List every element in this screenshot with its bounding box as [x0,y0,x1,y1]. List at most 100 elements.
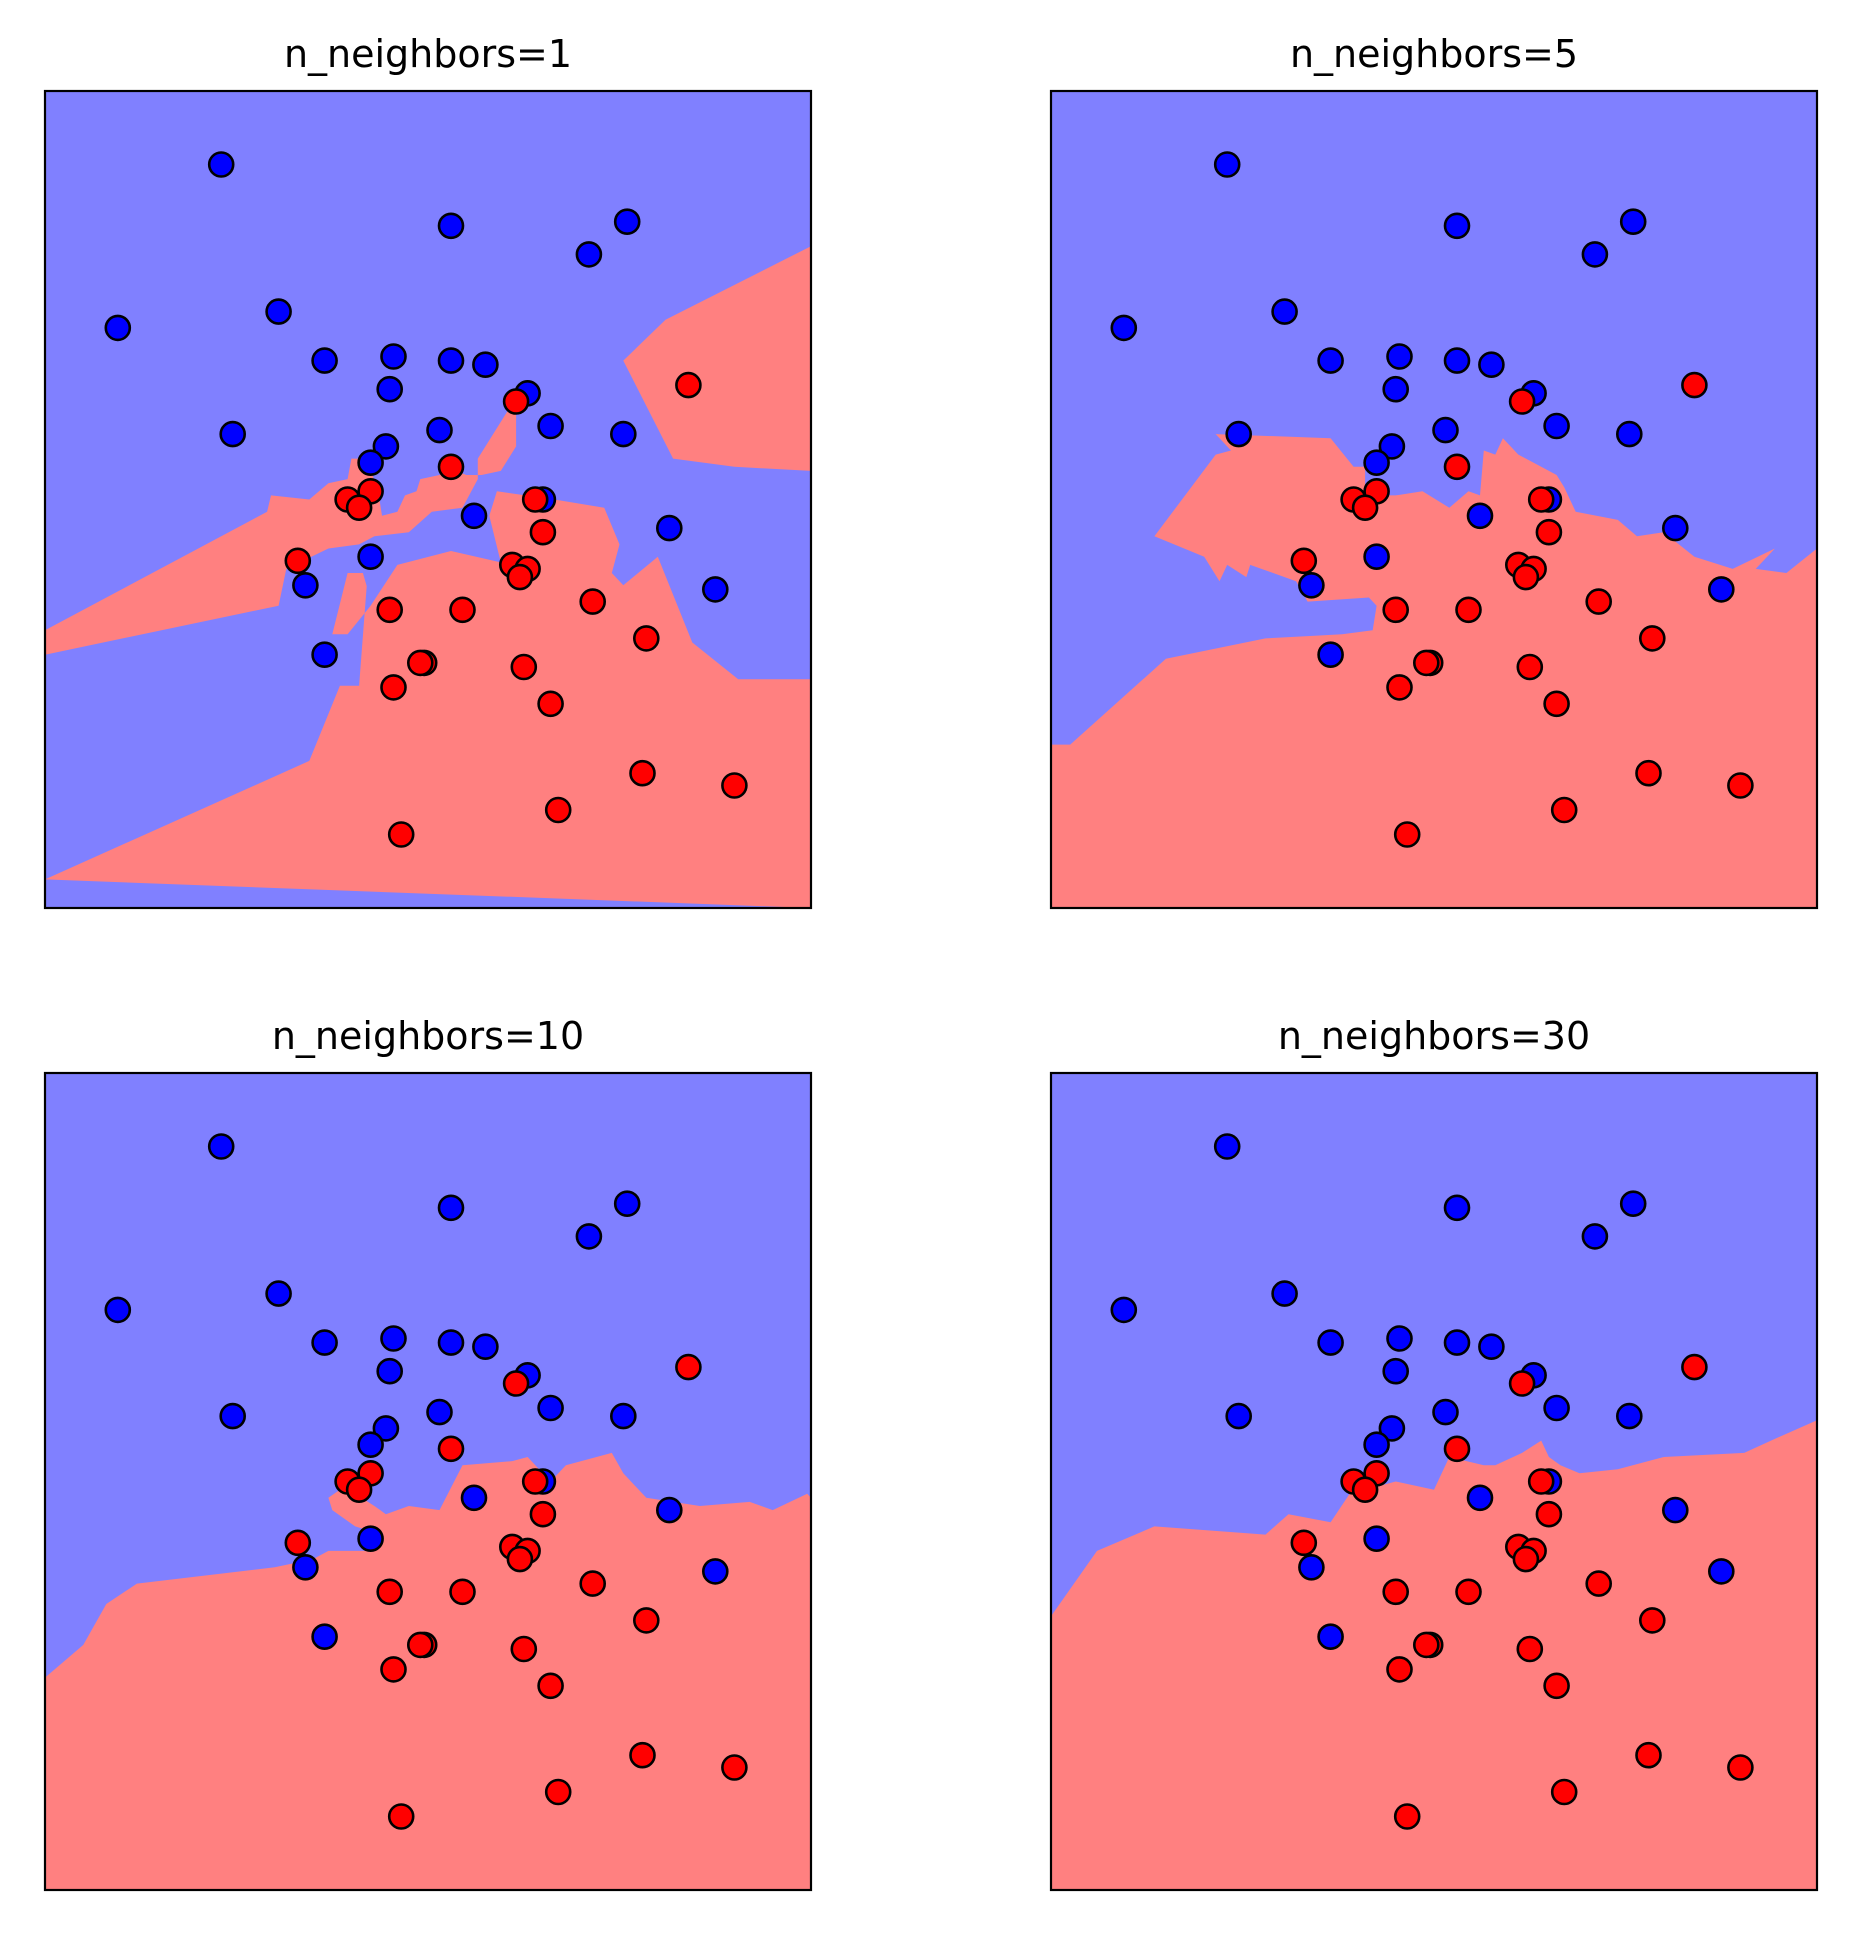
data-point-class0 [701,1558,729,1585]
data-point-class0 [575,241,603,268]
decision-regions-class1 [45,1452,811,1890]
data-point-class1 [449,596,476,624]
panel-knn-10: n_neighbors=10 [43,1014,813,1892]
data-point-class1 [579,588,607,615]
data-point-class0 [1707,1558,1735,1585]
data-point-class0 [1443,1194,1471,1222]
data-point-class0 [376,1357,404,1385]
axes-frame [1049,1071,1819,1892]
data-point-class0 [380,343,407,370]
data-point-class0 [1317,1329,1344,1356]
data-point-class1 [502,388,530,415]
data-point-class0 [437,1194,465,1222]
data-point-class1 [1351,494,1379,522]
data-point-class1 [1290,547,1318,575]
data-point-class0 [1581,1223,1609,1250]
data-point-class1 [437,453,465,481]
data-point-class0 [104,314,132,342]
data-point-class0 [1661,1496,1689,1524]
data-point-class1 [284,547,312,575]
data-point-class0 [292,571,319,599]
data-point-class1 [1527,1468,1555,1495]
data-point-class0 [1298,1553,1325,1581]
data-point-class1 [544,796,572,824]
data-point-class0 [609,1402,637,1430]
data-point-class1 [1412,649,1440,677]
data-point-class0 [265,1280,292,1307]
data-point-class0 [701,576,729,603]
data-point-class1 [1393,821,1421,848]
data-point-class1 [1512,563,1540,591]
data-point-class1 [629,1741,656,1769]
data-point-class0 [292,1553,319,1581]
data-point-class0 [1619,208,1647,235]
plot-area [1049,89,1819,910]
data-point-class1 [510,1635,538,1663]
data-point-class1 [380,674,407,701]
data-point-class1 [376,1578,404,1606]
data-point-class1 [376,596,404,624]
axes-frame [43,89,813,910]
data-point-class1 [387,1803,415,1830]
panel-title: n_neighbors=5 [1290,32,1578,76]
panel-knn-5: n_neighbors=5 [1049,32,1819,910]
data-point-class1 [1543,690,1570,718]
data-point-class0 [1271,298,1298,325]
data-point-class1 [506,563,534,591]
data-point-class0 [1615,1402,1643,1430]
plot-area [43,89,813,910]
data-point-class0 [380,1325,407,1352]
data-point-class0 [613,208,641,235]
data-point-class1 [529,1500,557,1528]
data-point-class1 [345,1476,373,1504]
data-point-class0 [437,347,465,374]
axes-frame [1049,89,1819,910]
data-point-class1 [510,653,538,681]
data-point-class0 [1378,1415,1406,1442]
data-point-class0 [357,543,384,571]
data-point-class0 [1317,347,1344,374]
plot-area [43,1071,813,1892]
panel-knn-30: n_neighbors=30 [1049,1014,1819,1892]
data-point-class1 [1535,518,1563,546]
data-point-class1 [721,1754,748,1781]
decision-region-class1 [623,246,811,471]
data-point-class0 [311,641,338,669]
data-point-class0 [1661,514,1689,542]
data-point-class0 [1363,543,1390,571]
data-point-class0 [1298,571,1325,599]
data-point-class1 [544,1778,572,1806]
data-point-class0 [265,298,292,325]
data-point-class0 [372,433,400,460]
data-point-class1 [632,1607,660,1634]
data-point-class0 [311,347,338,374]
data-point-class1 [521,1468,549,1495]
data-point-class1 [675,1353,702,1381]
data-point-class1 [1635,1741,1662,1769]
data-point-class1 [1508,388,1536,415]
data-point-class0 [460,1484,488,1512]
data-point-class0 [207,1133,235,1160]
data-point-class1 [1512,1545,1540,1573]
data-point-class1 [502,1370,530,1397]
data-point-class0 [1225,1402,1252,1430]
data-point-class1 [1585,588,1613,615]
data-point-class0 [1619,1190,1647,1217]
data-point-class0 [311,1329,338,1356]
data-point-class1 [1386,1656,1413,1683]
decision-region-class1 [45,397,517,655]
data-point-class0 [575,1223,603,1250]
data-point-class1 [1727,1754,1754,1781]
data-point-class0 [426,1398,453,1426]
panel-title: n_neighbors=30 [1278,1014,1590,1058]
data-point-class0 [426,416,453,444]
decision-region-class1 [45,491,811,908]
data-point-class0 [1543,412,1570,440]
data-point-class0 [1382,1357,1410,1385]
panel-title: n_neighbors=10 [272,1014,584,1058]
data-point-class0 [1363,1525,1390,1553]
data-point-class1 [1681,371,1708,399]
data-point-class0 [1382,375,1410,403]
data-point-class1 [1443,453,1471,481]
